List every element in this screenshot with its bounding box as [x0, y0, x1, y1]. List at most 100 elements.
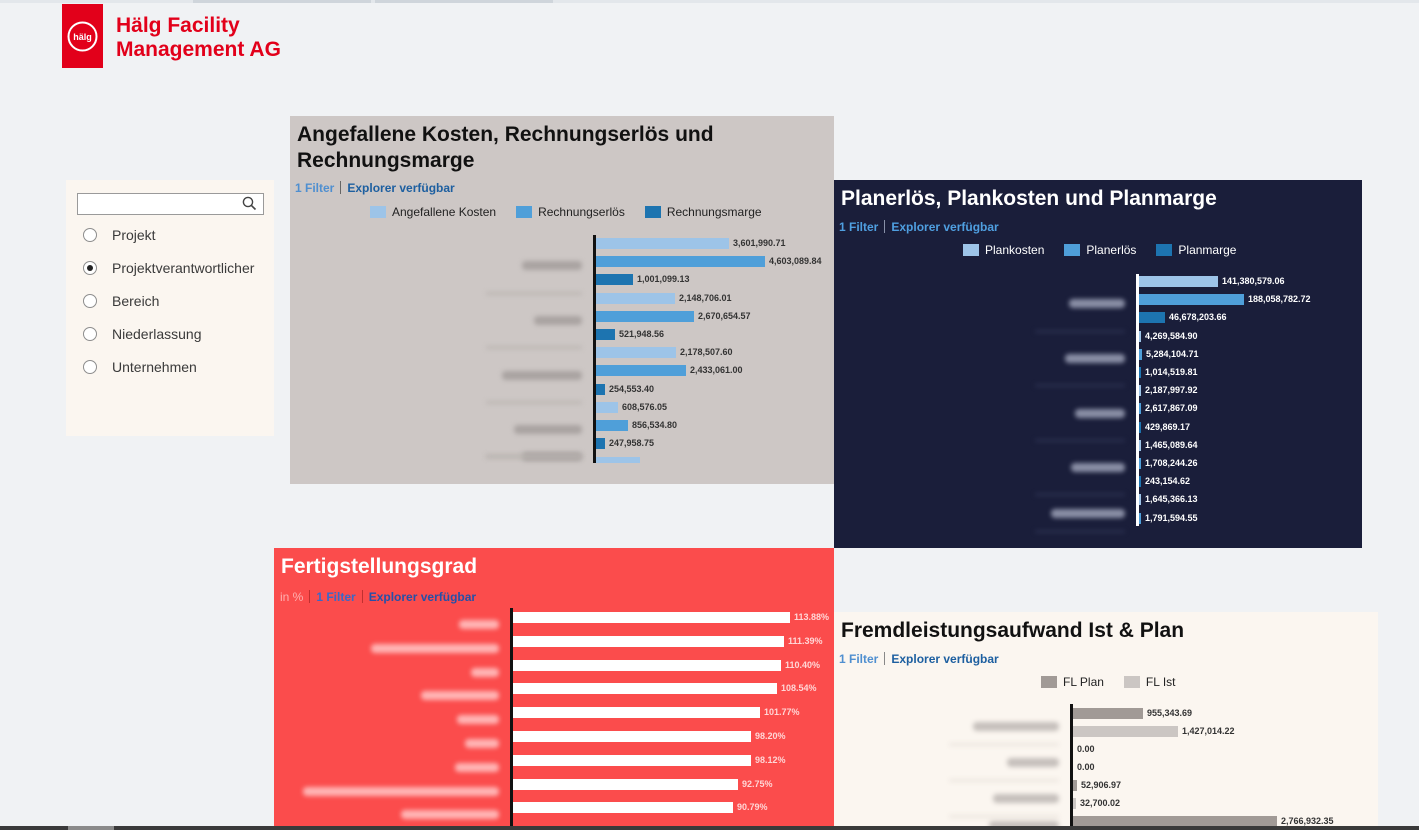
search-icon[interactable] [242, 196, 257, 211]
separator [361, 590, 363, 603]
data-label: 608,576.05 [622, 401, 668, 412]
tile-meta: 1 Filter Explorer verfügbar [839, 220, 999, 234]
radio-button[interactable] [83, 228, 97, 242]
data-label: 2,617,867.09 [1145, 403, 1198, 414]
legend-item[interactable]: Plankosten [963, 243, 1044, 257]
chart-bar[interactable] [596, 383, 605, 395]
data-label: 98.12% [755, 754, 786, 765]
chart-bar[interactable] [513, 731, 751, 742]
chart-bar[interactable] [1139, 330, 1141, 342]
chart-bar[interactable] [1073, 798, 1076, 809]
radio-button[interactable] [83, 294, 97, 308]
category-separator [949, 743, 1059, 746]
chart-bar-partial[interactable] [596, 457, 640, 463]
data-label: 5,284,104.71 [1146, 348, 1199, 359]
category-label-redacted [303, 786, 499, 796]
tile-meta: in % 1 Filter Explorer verfügbar [280, 590, 476, 604]
scrollbar-thumb[interactable] [68, 826, 114, 830]
radio-option[interactable]: Projektverantwortlicher [83, 258, 254, 278]
category-label-redacted [401, 810, 499, 820]
radio-option[interactable]: Bereich [83, 291, 159, 311]
chart-bar[interactable] [1139, 476, 1141, 488]
search-field[interactable] [77, 193, 264, 215]
chart-bar[interactable] [513, 612, 790, 623]
legend-item[interactable]: Angefallene Kosten [370, 205, 496, 219]
radio-button[interactable] [83, 327, 97, 341]
chart-bar[interactable] [596, 347, 676, 359]
chart-bar[interactable] [1139, 312, 1165, 324]
legend-item[interactable]: Rechnungserlös [516, 205, 625, 219]
legend-item[interactable]: Rechnungsmarge [644, 205, 762, 219]
search-input[interactable] [80, 195, 239, 213]
chart-bar[interactable] [596, 274, 633, 286]
category-separator [1035, 384, 1125, 388]
tile-meta: 1 Filter Explorer verfügbar [295, 181, 455, 195]
chart-bar[interactable] [596, 292, 675, 304]
chart-bar[interactable] [596, 420, 628, 431]
filter-link[interactable]: 1 Filter [316, 590, 356, 604]
chart-bar[interactable] [513, 754, 751, 766]
chart-bar[interactable] [1073, 708, 1143, 719]
tab-divider [193, 0, 371, 3]
chart-axis [593, 235, 596, 463]
legend-item[interactable]: Planerlös [1064, 243, 1136, 257]
filter-link[interactable]: 1 Filter [839, 652, 879, 666]
category-separator [949, 815, 1059, 818]
filter-link[interactable]: 1 Filter [295, 181, 335, 195]
chart-bar[interactable] [513, 802, 733, 814]
chart-bar[interactable] [513, 635, 784, 647]
chart-bar[interactable] [596, 238, 729, 249]
tile-planerloes-plankosten-planmarge[interactable]: Planerlös, Plankosten und Planmarge 1 Fi… [834, 180, 1362, 548]
chart-bar[interactable] [513, 659, 781, 671]
chart-bar[interactable] [596, 256, 765, 268]
filter-link[interactable]: 1 Filter [839, 220, 879, 234]
legend-item[interactable]: FL Ist [1123, 675, 1175, 689]
radio-option[interactable]: Unternehmen [83, 357, 197, 377]
explorer-link[interactable]: Explorer verfügbar [891, 652, 999, 666]
chart-bar[interactable] [1139, 421, 1141, 433]
chart-bar[interactable] [1139, 403, 1141, 415]
chart-bar[interactable] [1139, 458, 1141, 469]
radio-option[interactable]: Niederlassung [83, 324, 202, 344]
chart-bar[interactable] [596, 365, 686, 377]
tile-kosten-erloes-marge[interactable]: Angefallene Kosten, Rechnungserlös und R… [290, 116, 834, 484]
tile-fremdleistungsaufwand[interactable]: Fremdleistungsaufwand Ist & Plan 1 Filte… [834, 612, 1378, 830]
radio-label: Projektverantwortlicher [112, 260, 255, 276]
chart-legend: Angefallene Kosten Rechnungserlös Rechnung… [370, 205, 782, 219]
data-label: 111.39% [788, 635, 823, 646]
category-label-redacted [457, 715, 499, 725]
horizontal-scrollbar[interactable] [0, 826, 1419, 830]
legend-item[interactable]: FL Plan [1041, 675, 1104, 689]
chart-bar[interactable] [596, 310, 694, 322]
chart-bar[interactable] [513, 778, 738, 790]
chart-bar[interactable] [1139, 512, 1141, 524]
chart-bar[interactable] [1139, 494, 1141, 506]
chart-bar[interactable] [1139, 385, 1141, 397]
data-label: 2,433,061.00 [690, 365, 743, 376]
data-label: 1,465,089.64 [1145, 439, 1198, 450]
chart-bar[interactable] [596, 401, 618, 413]
explorer-link[interactable]: Explorer verfügbar [891, 220, 999, 234]
chart-bar[interactable] [513, 683, 777, 695]
radio-label: Unternehmen [112, 359, 197, 375]
data-label: 1,645,366.13 [1145, 494, 1198, 505]
radio-button-selected[interactable] [83, 261, 97, 275]
chart-bar[interactable] [513, 707, 760, 719]
tile-fertigstellungsgrad[interactable]: Fertigstellungsgrad in % 1 Filter Explorer… [274, 548, 834, 830]
chart-bar[interactable] [1073, 726, 1178, 737]
chart-bar[interactable] [1139, 439, 1141, 451]
explorer-link[interactable]: Explorer verfügbar [368, 590, 477, 604]
legend-item[interactable]: Planmarge [1156, 243, 1236, 257]
chart-bar[interactable] [596, 329, 615, 340]
chart-bar[interactable] [1139, 276, 1218, 287]
radio-button[interactable] [83, 360, 97, 374]
chart-bar[interactable] [1073, 780, 1077, 791]
chart-bar[interactable] [1139, 367, 1141, 378]
chart-bar[interactable] [1139, 348, 1142, 360]
chart-bar[interactable] [596, 438, 605, 450]
radio-option[interactable]: Projekt [83, 225, 156, 245]
chart-bar[interactable] [1139, 294, 1244, 306]
tile-title: Angefallene Kosten, Rechnungserlös und R… [297, 123, 714, 172]
explorer-link[interactable]: Explorer verfügbar [347, 181, 455, 195]
chart-bar[interactable] [1073, 816, 1277, 827]
